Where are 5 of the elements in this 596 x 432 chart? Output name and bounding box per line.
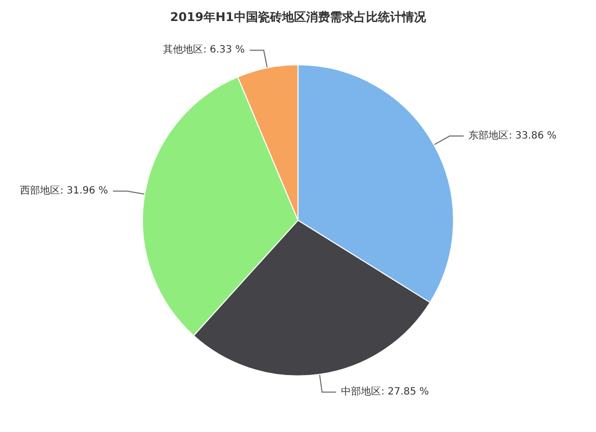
slice-label: 西部地区: 31.96 % [20, 184, 108, 197]
slice-label: 其他地区: 6.33 % [163, 44, 245, 56]
slice-label: 东部地区: 33.86 % [468, 130, 557, 142]
slice-label: 中部地区: 27.85 % [341, 386, 429, 398]
chart-title: 2019年H1中国瓷砖地区消费需求占比统计情况 [170, 10, 427, 24]
